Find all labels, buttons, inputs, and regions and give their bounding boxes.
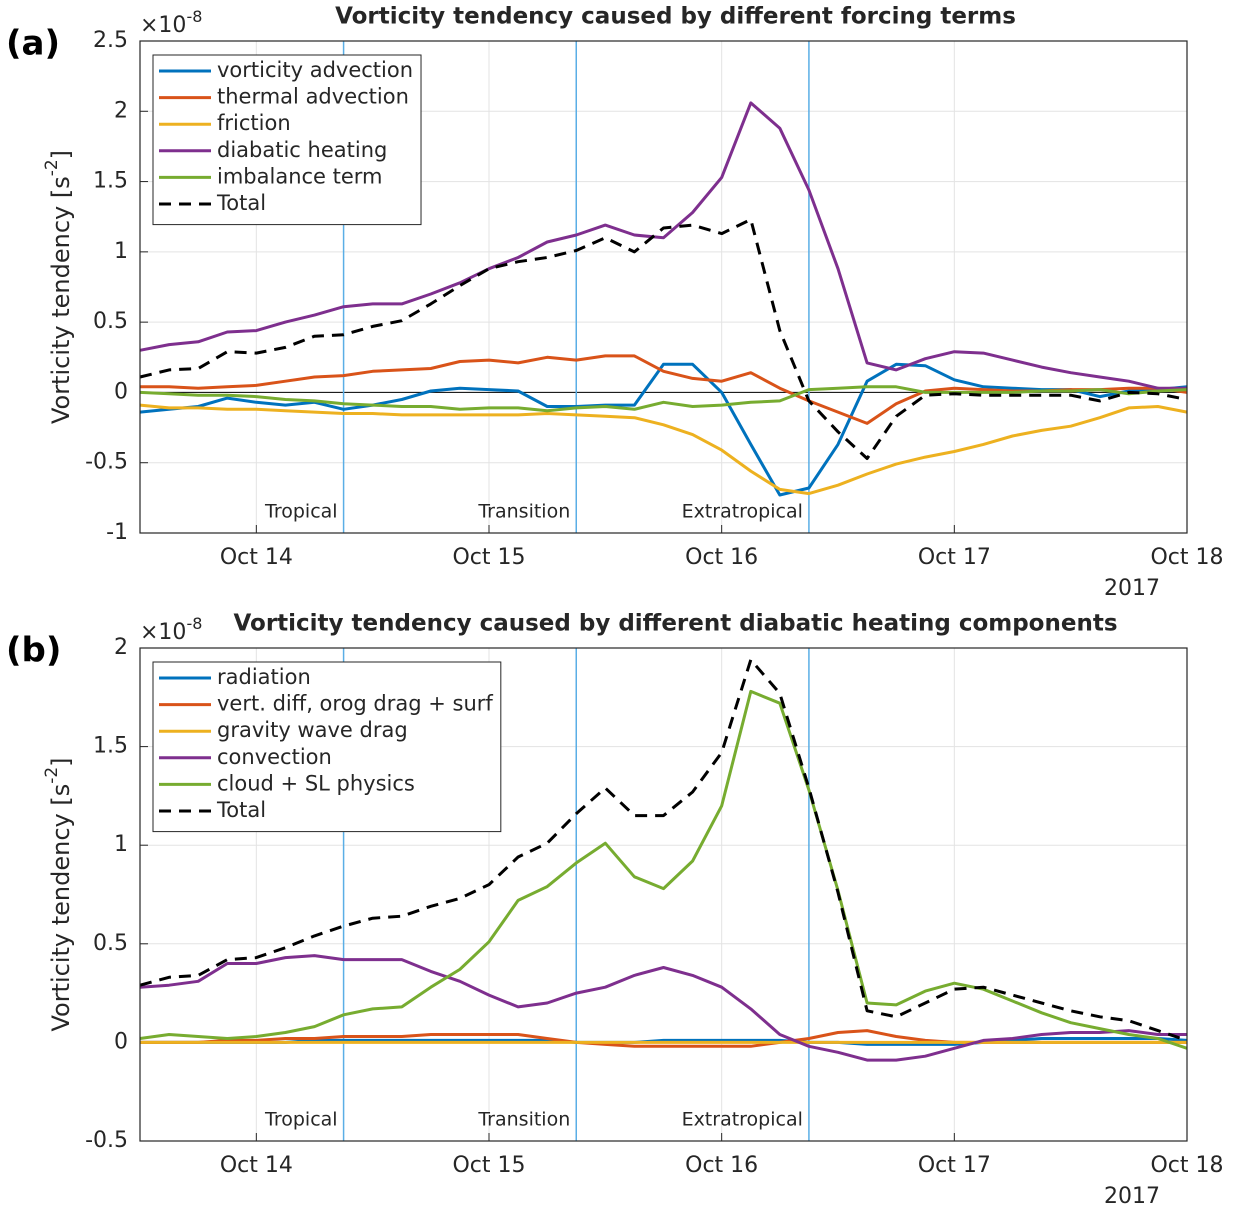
x-tick-label: Oct 16 — [685, 545, 758, 570]
legend-label: friction — [217, 111, 291, 135]
y-tick-label: -0.5 — [85, 450, 128, 475]
x-axis-year: 2017 — [1104, 576, 1160, 601]
axes-box — [139, 40, 1188, 534]
legend-label: diabatic heating — [217, 138, 387, 162]
panel: -0.5 0 0.5 1 1.5 2 Oct 14 Oct 15 Oct 16 Oct 17 Oct… — [6, 611, 1224, 1210]
y-tick-label: 0 — [114, 379, 128, 404]
x-axis-year: 2017 — [1104, 1184, 1160, 1209]
legend-label: convection — [217, 745, 332, 769]
legend-label: gravity wave drag — [217, 718, 408, 742]
legend: radiation vert. diff, orog drag + surfgra… — [152, 661, 502, 833]
y-tick-label: 1 — [114, 832, 128, 857]
series-line — [140, 1037, 1188, 1046]
legend-label: Total — [216, 191, 266, 215]
series-line — [139, 101, 1187, 390]
y-tick-label: 0 — [114, 1029, 128, 1054]
phase-label: Extratropical — [682, 1109, 803, 1131]
y-scale-label: ×10-8 — [140, 614, 202, 646]
y-tick-label: -1 — [106, 520, 128, 545]
phase-label: Extratropical — [682, 501, 803, 523]
x-tick-label: Oct 17 — [918, 545, 991, 570]
chart-title: Vorticity tendency caused by different f… — [335, 4, 1016, 30]
y-axis-label-text: Vorticity tendency [s — [47, 784, 75, 1032]
axes-box — [139, 647, 1188, 1142]
y-tick-label: 1.5 — [93, 734, 128, 759]
chart-title: Vorticity tendency caused by different d… — [233, 611, 1117, 637]
y-scale-base: ×10 — [140, 13, 186, 38]
y-axis-label: Vorticity tendency [s-2] — [42, 150, 75, 424]
legend-label: cloud + SL physics — [217, 771, 415, 795]
x-tick-label: Oct 14 — [220, 545, 293, 570]
legend-label: vorticity advection — [217, 58, 413, 82]
phase-label: Tropical — [264, 501, 338, 523]
series-line — [139, 218, 1188, 460]
panel-label: (a) — [6, 24, 60, 64]
series-line — [139, 954, 1187, 1062]
y-scale-exponent: -8 — [186, 7, 202, 26]
legend: vorticity advection thermal advectionfric… — [152, 54, 422, 226]
y-axis-label-suffix: ] — [47, 757, 75, 766]
x-tick-label: Oct 15 — [452, 1153, 525, 1178]
phase-label: Tropical — [264, 1109, 338, 1131]
y-tick-label: 0.5 — [93, 309, 128, 334]
legend-label: thermal advection — [217, 85, 409, 109]
x-tick-label: Oct 16 — [685, 1153, 758, 1178]
legend-box — [152, 661, 502, 833]
x-tick-label: Oct 14 — [220, 1153, 293, 1178]
y-axis-label-suffix: ] — [47, 150, 75, 159]
series-line — [139, 385, 1188, 413]
panel: -1 -0.5 0 0.5 1 1.5 2 2.5 Oct 14 Oct 15 Oct 16 Oct … — [6, 4, 1224, 602]
y-axis-label: Vorticity tendency [s-2] — [42, 757, 75, 1031]
legend-label: radiation — [217, 665, 311, 689]
y-axis-label-text: Vorticity tendency [s — [47, 176, 75, 424]
y-scale-base: ×10 — [140, 620, 186, 645]
series-line — [139, 403, 1188, 496]
y-tick-label: 2 — [114, 98, 128, 123]
y-tick-label: 2.5 — [93, 28, 128, 53]
x-tick-label: Oct 17 — [918, 1153, 991, 1178]
x-tick-label: Oct 15 — [452, 545, 525, 570]
legend-label: imbalance term — [217, 164, 383, 188]
legend-box — [152, 54, 422, 226]
y-axis-label-exponent: -2 — [42, 159, 62, 176]
y-tick-label: 0.5 — [93, 931, 128, 956]
y-tick-label: 2 — [114, 635, 128, 660]
x-tick-label: Oct 18 — [1150, 1153, 1223, 1178]
phase-label: Transition — [477, 501, 570, 523]
series-line — [139, 658, 1188, 1042]
panel-label: (b) — [6, 631, 61, 671]
phase-label: Transition — [477, 1109, 570, 1131]
y-tick-label: -0.5 — [85, 1128, 128, 1153]
y-tick-label: 1 — [114, 239, 128, 264]
legend-label: vert. diff, orog drag + surf — [217, 692, 493, 716]
y-scale-exponent: -8 — [186, 614, 202, 633]
y-axis-label-exponent: -2 — [42, 767, 62, 784]
series-line — [139, 689, 1188, 1050]
y-tick-label: 1.5 — [93, 169, 128, 194]
x-tick-label: Oct 18 — [1150, 545, 1223, 570]
y-scale-label: ×10-8 — [140, 7, 202, 39]
legend-label: Total — [216, 798, 266, 822]
